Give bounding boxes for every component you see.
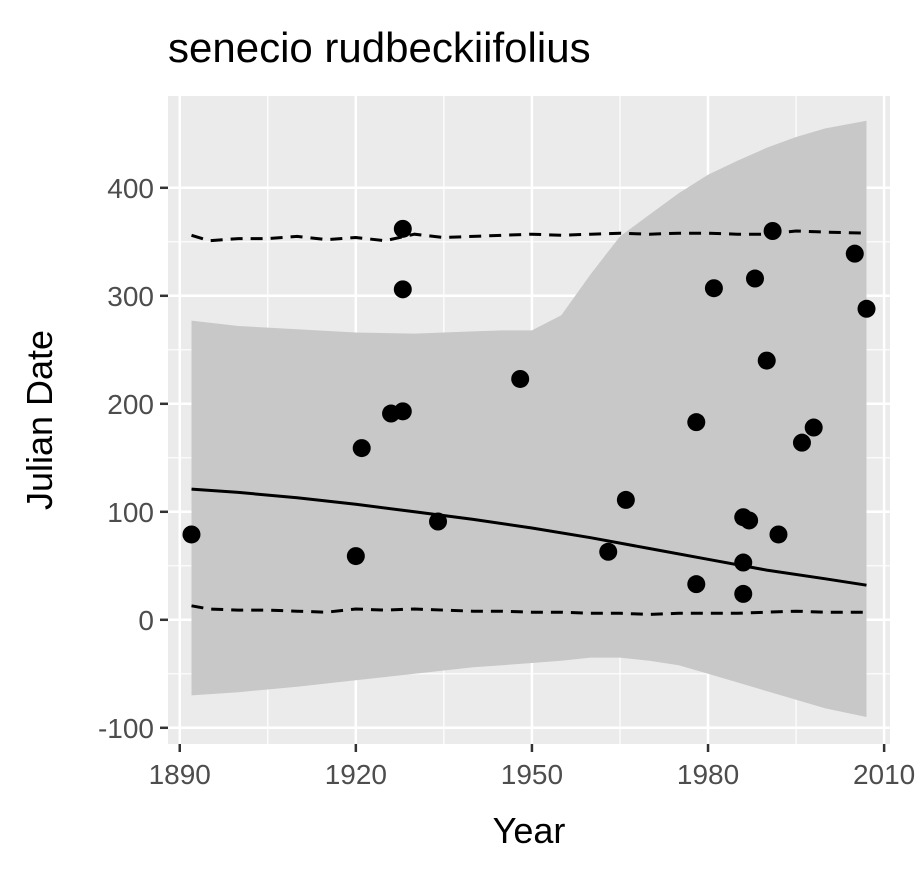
x-axis-ticks: 1890 1920 1950 1980 2010 — [149, 744, 915, 790]
x-tick-label: 1920 — [325, 759, 387, 790]
x-axis-title: Year — [493, 810, 566, 851]
data-point — [769, 525, 788, 544]
data-point — [352, 439, 371, 458]
data-point — [429, 512, 448, 531]
data-point — [745, 269, 764, 288]
data-point — [616, 490, 635, 509]
y-tick-label: 300 — [107, 281, 154, 312]
data-point — [182, 525, 201, 544]
data-point — [734, 553, 753, 572]
y-axis-title: Julian Date — [19, 330, 60, 510]
data-point — [757, 351, 776, 370]
data-point — [393, 280, 412, 299]
data-point — [857, 299, 876, 318]
data-point — [704, 279, 723, 298]
x-tick-label: 1980 — [677, 759, 739, 790]
y-tick-label: 0 — [138, 605, 154, 636]
data-point — [792, 433, 811, 452]
y-tick-label: 200 — [107, 389, 154, 420]
x-tick-label: 1890 — [149, 759, 211, 790]
data-point — [734, 584, 753, 603]
x-tick-label: 2010 — [853, 759, 915, 790]
data-point — [393, 402, 412, 421]
data-point — [599, 542, 618, 561]
chart-title: senecio rudbeckiifolius — [168, 24, 591, 71]
data-point — [740, 511, 759, 530]
data-point — [763, 222, 782, 240]
x-tick-label: 1950 — [501, 759, 563, 790]
y-tick-label: 400 — [107, 173, 154, 204]
data-point — [687, 575, 706, 594]
upper-dashed-line — [191, 229, 867, 243]
data-point — [511, 369, 530, 388]
data-point — [845, 244, 864, 263]
y-axis-ticks: -100 0 100 200 300 400 — [98, 173, 168, 744]
y-tick-label: -100 — [98, 713, 154, 744]
data-point — [687, 413, 706, 432]
fit-line — [191, 487, 867, 587]
lower-dashed-line — [191, 604, 867, 616]
data-points — [182, 219, 876, 603]
data-point — [346, 547, 365, 566]
data-point — [393, 219, 412, 238]
data-point — [804, 418, 823, 437]
confidence-ribbon — [191, 120, 867, 718]
y-tick-label: 100 — [107, 497, 154, 528]
